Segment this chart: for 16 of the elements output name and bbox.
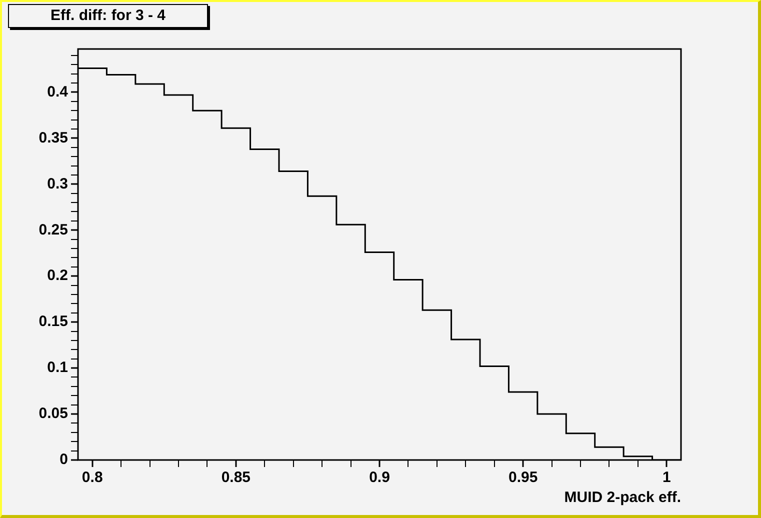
y-tick-label: 0.3 (47, 175, 68, 192)
y-tick-label: 0.2 (47, 267, 68, 284)
x-tick-label: 1 (662, 469, 671, 486)
y-tick-label: 0.4 (47, 83, 69, 100)
y-tick-label: 0.15 (38, 313, 68, 330)
x-tick-label: 0.95 (508, 469, 538, 486)
y-tick-label: 0.25 (38, 221, 68, 238)
chart-title: Eff. diff: for 3 - 4 (8, 4, 208, 28)
x-tick-label: 0.85 (221, 469, 251, 486)
y-tick-label: 0.35 (38, 129, 68, 146)
x-tick-label: 0.8 (82, 469, 103, 486)
y-tick-label: 0.1 (47, 359, 68, 376)
y-tick-label: 0 (60, 451, 68, 468)
x-tick-label: 0.9 (369, 469, 390, 486)
x-axis-title: MUID 2-pack eff. (564, 489, 681, 506)
y-tick-label: 0.05 (38, 405, 68, 422)
